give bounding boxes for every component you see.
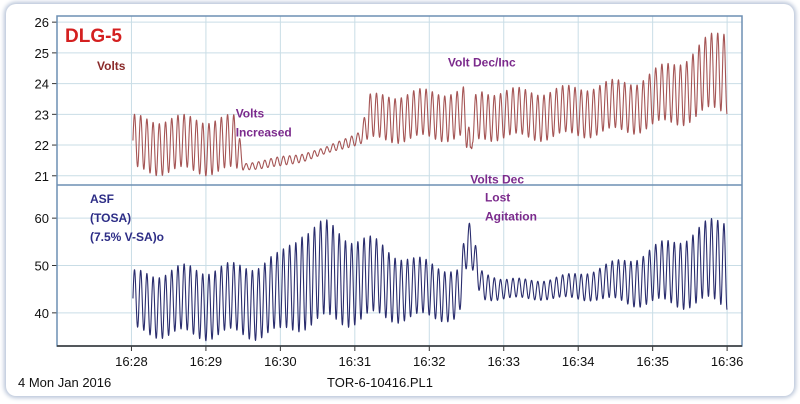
- annotation-label: Lost: [485, 191, 510, 205]
- panel-label-asf: ASF: [90, 192, 114, 206]
- x-tick-label: 16:28: [115, 354, 148, 369]
- annotation-label: Volt Dec/Inc: [448, 56, 516, 70]
- panel-label-volts: Volts: [97, 59, 126, 73]
- y-tick-label-asf: 60: [35, 211, 49, 226]
- series-layer: [132, 32, 728, 342]
- x-tick-label: 16:31: [339, 354, 372, 369]
- y-tick-label-volts: 23: [35, 107, 49, 122]
- footer-date: 4 Mon Jan 2016: [18, 375, 111, 390]
- y-tick-label-asf: 40: [35, 306, 49, 321]
- y-tick-label-volts: 25: [35, 46, 49, 61]
- annotation-label: Agitation: [485, 210, 537, 224]
- y-tick-label-volts: 26: [35, 15, 49, 30]
- x-tick-label: 16:29: [190, 354, 223, 369]
- panel-label-asf: (7.5% V-SA)o: [90, 230, 164, 244]
- y-tick-label-volts: 24: [35, 77, 49, 92]
- chart-title: DLG-5: [65, 26, 122, 47]
- x-tick-label: 16:35: [636, 354, 669, 369]
- footer-file: TOR-6-10416.PL1: [327, 375, 433, 390]
- x-tick-label: 16:30: [264, 354, 297, 369]
- grid-layer: [57, 16, 742, 346]
- y-tick-label-volts: 21: [35, 169, 49, 184]
- annotation-label: Increased: [236, 125, 292, 139]
- x-tick-label: 16:34: [562, 354, 595, 369]
- x-tick-label: 16:36: [711, 354, 744, 369]
- annotation-label: Volts Dec: [470, 172, 524, 186]
- text-layer: DLG-5 4 Mon Jan 2016 TOR-6-10416.PL1 16:…: [18, 15, 743, 390]
- axis-layer: [52, 15, 743, 351]
- y-tick-label-asf: 50: [35, 259, 49, 274]
- x-tick-label: 16:32: [413, 354, 446, 369]
- series-line-asf: [132, 218, 728, 342]
- series-line-volts: [132, 32, 728, 177]
- annotation-label: Volts: [236, 106, 265, 120]
- panel-label-asf: (TOSA): [90, 211, 131, 225]
- x-tick-label: 16:33: [487, 354, 520, 369]
- y-tick-label-volts: 22: [35, 138, 49, 153]
